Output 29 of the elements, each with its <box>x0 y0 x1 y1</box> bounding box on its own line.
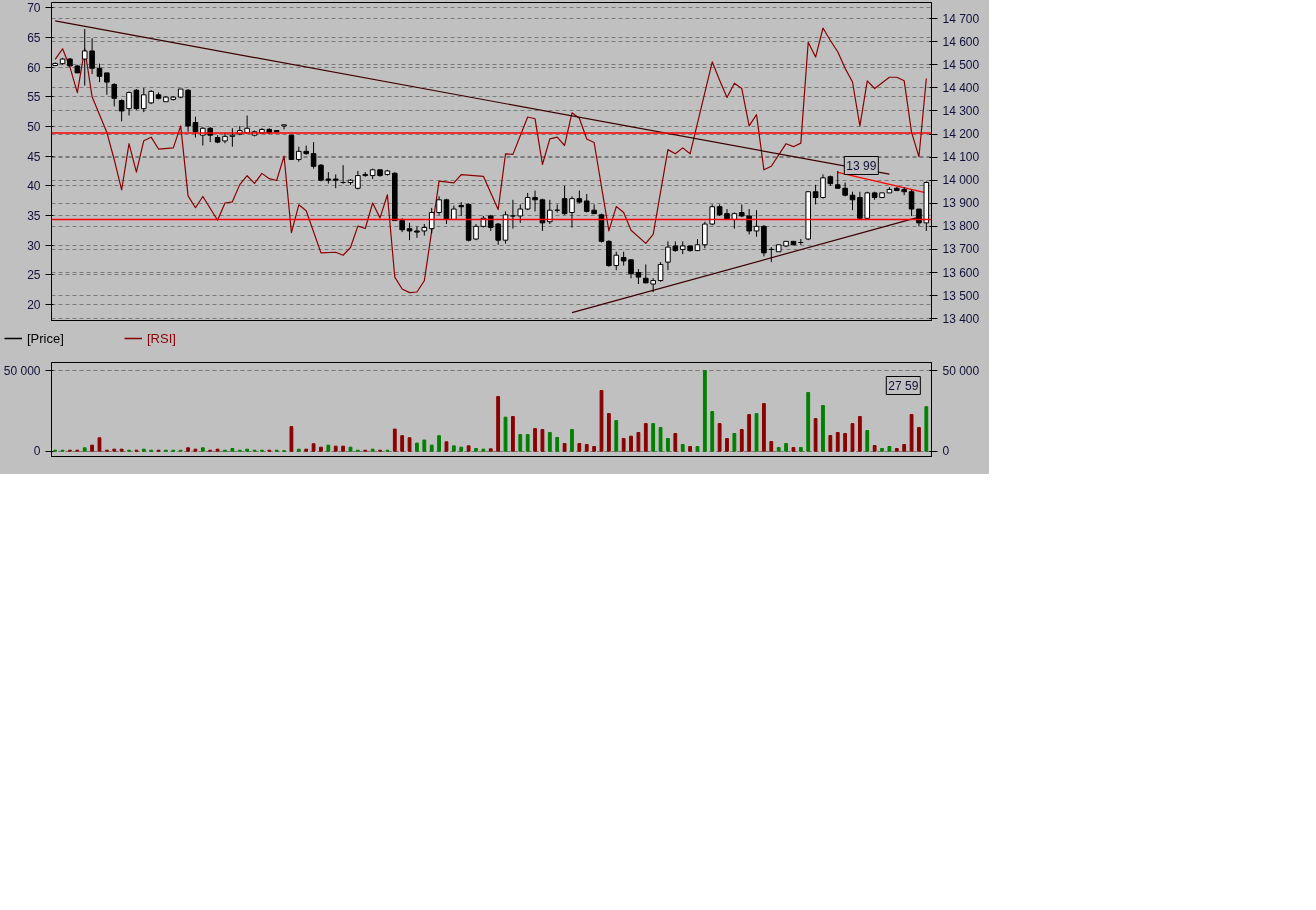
y2-tick-label: 45 <box>27 149 41 164</box>
legend-label: [Price] <box>27 330 64 346</box>
y2-tick-label: 30 <box>27 238 41 253</box>
y-tick-label: 13 500 <box>942 288 980 303</box>
y-tick-label: 13 700 <box>942 242 980 257</box>
legend-label: [RSI] <box>147 330 176 346</box>
annotation: 27 59 <box>888 378 919 393</box>
y-tick-label: 14 500 <box>942 57 980 72</box>
y-tick-label: 13 900 <box>942 196 980 211</box>
y-tick-label: 14 200 <box>942 127 980 142</box>
y-tick-label: 14 000 <box>942 173 980 188</box>
y-tick-label: 13 600 <box>942 265 980 280</box>
y2-tick-label: 25 <box>27 268 41 283</box>
annotation: 13 99 <box>846 158 877 173</box>
y2-tick-label: 60 <box>27 60 41 75</box>
y-tick-label: 14 400 <box>942 80 980 95</box>
y2-tick-label: 70 <box>27 1 41 16</box>
y2-tick-label: 55 <box>27 90 41 105</box>
y2-tick-label: 20 <box>27 297 41 312</box>
y-tick-label: 14 600 <box>942 34 980 49</box>
y2-tick-label: 65 <box>27 31 41 45</box>
y-tick-label: 13 800 <box>942 219 980 234</box>
y2-tick-label: 50 <box>27 120 41 134</box>
y2-tick-label: 35 <box>27 208 41 223</box>
y-tick-label: 14 700 <box>942 11 980 26</box>
y-tick-label: 13 400 <box>942 311 980 326</box>
y-tick-label: 14 300 <box>942 103 980 118</box>
y2-tick-label: 40 <box>27 179 41 194</box>
y-tick-label: 14 100 <box>942 150 980 165</box>
